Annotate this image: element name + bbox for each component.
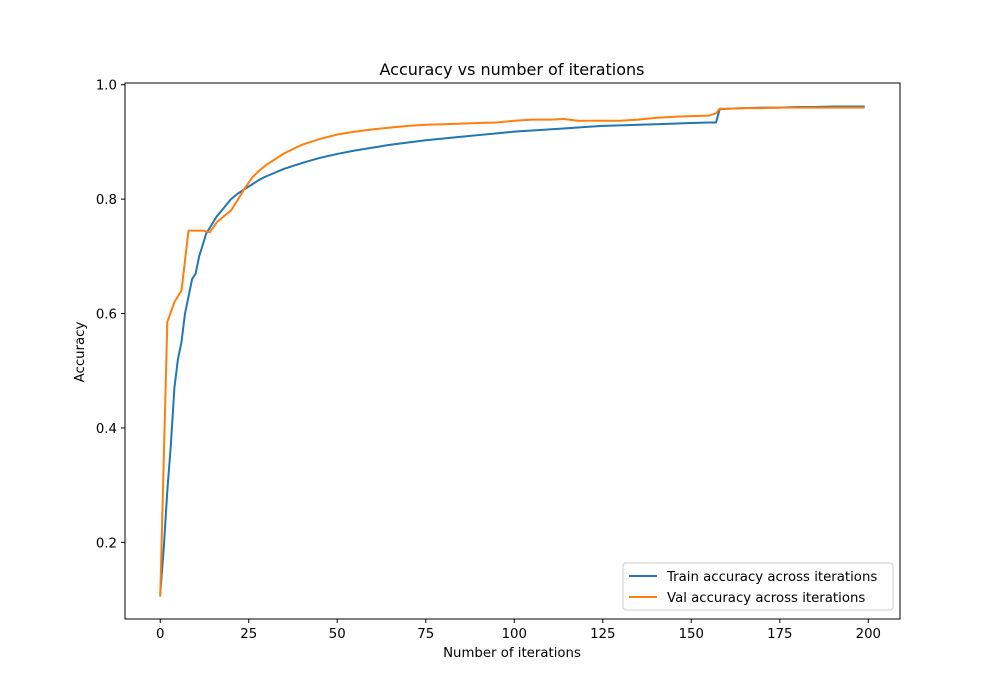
- y-tick-label: 0.8: [96, 193, 117, 208]
- x-axis: 0 25 50 75 100 125 150 175 200: [156, 619, 881, 642]
- y-tick-label: 0.2: [96, 536, 117, 551]
- axes-background: [125, 83, 900, 619]
- series-line-0: [159, 105, 865, 594]
- x-tick-label: 0: [156, 627, 164, 642]
- legend: Train accuracy across iterations Val accu…: [622, 562, 894, 611]
- chart-title: Accuracy vs number of iterations: [380, 60, 645, 79]
- x-tick-label: 50: [329, 627, 346, 642]
- x-tick-label: 75: [417, 627, 434, 642]
- plot-area: [124, 82, 901, 620]
- x-tick-label: 200: [856, 627, 881, 642]
- legend-label-1: Val accuracy across iterations: [667, 591, 865, 606]
- legend-label-0: Train accuracy across iterations: [666, 570, 877, 585]
- legend-box: [622, 562, 894, 611]
- y-tick-label: 0.6: [96, 308, 117, 323]
- x-tick-label: 100: [502, 627, 527, 642]
- x-tick-label: 150: [679, 627, 704, 642]
- x-tick-label: 25: [240, 627, 257, 642]
- lines-layer: [159, 105, 865, 597]
- x-tick-label: 175: [767, 627, 792, 642]
- axes-frame: [124, 82, 901, 620]
- y-axis-label: Accuracy: [73, 322, 88, 383]
- x-axis-label: Number of iterations: [443, 646, 581, 661]
- y-axis: 0.2 0.4 0.6 0.8 1.0: [96, 79, 125, 551]
- x-tick-label: 125: [590, 627, 615, 642]
- y-tick-label: 1.0: [96, 79, 117, 94]
- series-line-1: [159, 106, 865, 597]
- y-tick-label: 0.4: [96, 422, 117, 437]
